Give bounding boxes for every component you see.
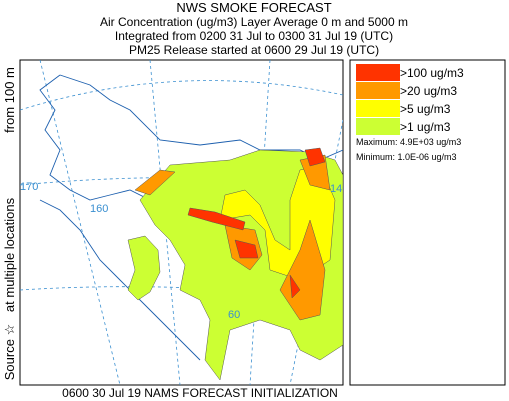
map-label: 60 xyxy=(228,309,240,321)
locations-label: at multiple locations xyxy=(2,197,17,312)
legend-label: >100 ug/m3 xyxy=(400,66,464,80)
source-label: Source ☆ xyxy=(2,324,17,380)
subtitle: Integrated from 0200 31 Jul to 0300 31 J… xyxy=(115,29,393,43)
side-labels: from 100 m at multiple locations Source … xyxy=(2,67,17,380)
footer: 0600 30 Jul 19 NAMS FORECAST INITIALIZAT… xyxy=(62,386,338,400)
smoke-area xyxy=(127,235,161,301)
map-label: 160 xyxy=(90,203,108,215)
minimum: Minimum: 1.0E-06 ug/m3 xyxy=(356,152,457,162)
legend-swatch xyxy=(356,82,400,99)
subtitle: PM25 Release started at 0600 29 Jul 19 (… xyxy=(129,43,379,57)
smoke-area xyxy=(187,147,326,299)
map-label: 170 xyxy=(20,181,38,193)
legend-swatch xyxy=(356,100,400,117)
map-label: 140 xyxy=(330,183,348,195)
subtitle: Air Concentration (ug/m3) Layer Average … xyxy=(100,15,408,29)
legend-label: >5 ug/m3 xyxy=(400,102,451,116)
legend: Maximum: 4.9E+03 ug/m3 Minimum: 1.0E-06 … xyxy=(349,59,506,386)
legend-label: >20 ug/m3 xyxy=(400,84,457,98)
legend-frame xyxy=(349,59,506,386)
maximum: Maximum: 4.9E+03 ug/m3 xyxy=(356,137,461,147)
legend-swatch xyxy=(356,118,400,135)
title: NWS SMOKE FORECAST xyxy=(176,0,331,15)
smoke-area xyxy=(134,154,331,321)
legend-swatch xyxy=(356,64,400,81)
height-label: from 100 m xyxy=(2,67,17,133)
legend-label: >1 ug/m3 xyxy=(400,120,451,134)
map: 170 160 140 60 xyxy=(19,59,348,386)
